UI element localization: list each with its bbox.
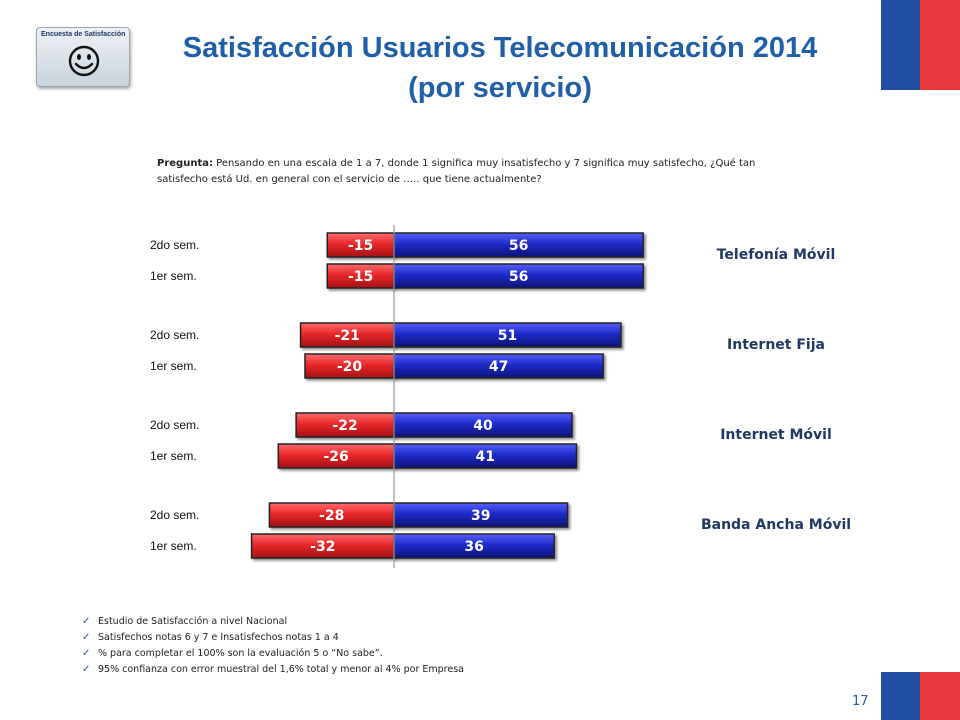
survey-badge: Encuesta de Satisfacción: [36, 27, 130, 87]
positive-bar: [393, 232, 644, 258]
row-label: 2do sem.: [150, 238, 199, 252]
negative-value-label: -32: [310, 539, 335, 555]
negative-value-label: -21: [335, 328, 360, 344]
page-title: Satisfacción Usuarios Telecomunicación 2…: [140, 28, 860, 108]
positive-value-label: 39: [471, 508, 490, 524]
negative-value-label: -26: [324, 449, 349, 465]
title-line-1: Satisfacción Usuarios Telecomunicación 2…: [182, 32, 818, 64]
negative-bar: [295, 412, 395, 438]
notes-list: ✓ Estudio de Satisfacción a nivel Naciona…: [82, 614, 464, 678]
positive-value-label: 41: [475, 449, 494, 465]
positive-bar: [393, 353, 604, 379]
positive-value-label: 51: [498, 328, 517, 344]
flag-stripes-top: [881, 0, 960, 90]
positive-bar: [393, 443, 578, 469]
note-item: ✓ Satisfechos notas 6 y 7 e Insatisfechos…: [82, 630, 464, 646]
negative-bar: [277, 443, 395, 469]
question-text: Pregunta: Pensando en una escala de 1 a …: [157, 156, 797, 188]
negative-bar: [326, 232, 395, 258]
positive-bar: [393, 533, 555, 559]
row-label: 1er sem.: [150, 269, 197, 283]
row-label: 2do sem.: [150, 328, 199, 342]
check-icon: ✓: [82, 616, 91, 627]
question-body: Pensando en una escala de 1 a 7, donde 1…: [157, 158, 756, 185]
positive-value-label: 56: [509, 238, 528, 254]
negative-value-label: -20: [337, 359, 363, 375]
negative-bar: [268, 502, 395, 528]
note-item: ✓ 95% confianza con error muestral del 1,…: [82, 662, 464, 678]
badge-label: Encuesta de Satisfacción: [41, 31, 126, 38]
negative-value-label: -28: [319, 508, 344, 524]
positive-value-label: 47: [489, 359, 508, 375]
service-label: Banda Ancha Móvil: [700, 517, 852, 533]
page-number: 17: [852, 694, 869, 709]
service-label: Internet Fija: [727, 337, 825, 353]
title-line-2: (por servicio): [408, 72, 592, 104]
service-label: Internet Móvil: [720, 427, 832, 443]
row-label: 2do sem.: [150, 508, 199, 522]
positive-value-label: 36: [464, 539, 483, 555]
note-item: ✓% para completar el 100% son la evaluac…: [82, 646, 464, 662]
positive-value-label: 40: [473, 418, 493, 434]
smiley-face-icon: [68, 45, 100, 77]
negative-bar: [304, 353, 395, 379]
negative-value-label: -15: [348, 269, 373, 285]
service-label: Telefonía Móvil: [716, 247, 836, 263]
question-label: Pregunta:: [157, 158, 213, 169]
flag-stripes-bottom: [881, 672, 960, 720]
row-label: 1er sem.: [150, 449, 197, 463]
negative-value-label: -22: [332, 418, 357, 434]
row-label: 2do sem.: [150, 418, 199, 432]
negative-bar: [326, 263, 395, 289]
negative-bar: [299, 322, 395, 348]
positive-bar: [393, 263, 644, 289]
row-label: 1er sem.: [150, 539, 197, 553]
check-icon: ✓: [82, 632, 91, 643]
row-label: 1er sem.: [150, 359, 197, 373]
positive-bar: [393, 412, 573, 438]
check-icon: ✓: [82, 648, 91, 659]
check-icon: ✓: [82, 664, 91, 675]
negative-value-label: -15: [348, 238, 373, 254]
positive-bar: [393, 322, 622, 348]
note-item: ✓ Estudio de Satisfacción a nivel Naciona…: [82, 614, 464, 630]
positive-value-label: 56: [509, 269, 528, 285]
